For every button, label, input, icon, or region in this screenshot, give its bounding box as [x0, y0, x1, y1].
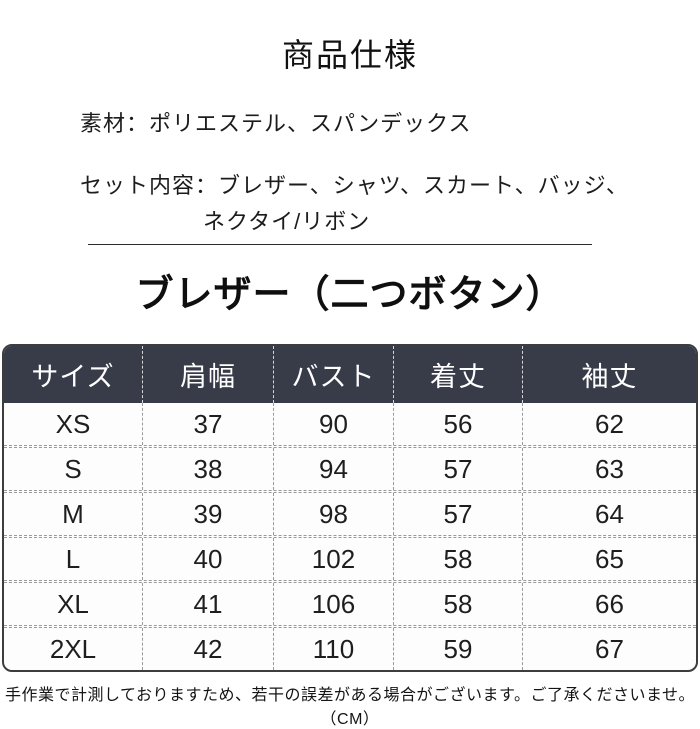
- cell-shoulder: 37: [142, 403, 273, 445]
- cell-bust: 90: [273, 403, 393, 445]
- cell-bust: 94: [273, 448, 393, 490]
- column-header-shoulder: 肩幅: [142, 346, 273, 403]
- cell-sleeve: 67: [522, 628, 696, 670]
- cell-shoulder: 38: [142, 448, 273, 490]
- table-row: 2XL 42 110 59 67: [4, 628, 696, 670]
- cell-sleeve: 62: [522, 403, 696, 445]
- table-row: L 40 102 58 65: [4, 538, 696, 580]
- cell-bust: 110: [273, 628, 393, 670]
- horizontal-divider: [88, 244, 592, 245]
- cell-length: 57: [393, 493, 522, 535]
- table-row: XL 41 106 58 66: [4, 583, 696, 625]
- row-separator: [4, 445, 696, 448]
- cell-bust: 98: [273, 493, 393, 535]
- cell-length: 57: [393, 448, 522, 490]
- table-row: M 39 98 57 64: [4, 493, 696, 535]
- column-header-size: サイズ: [31, 362, 115, 392]
- cell-length: 56: [393, 403, 522, 445]
- column-header-sleeve: 袖丈: [522, 346, 696, 403]
- cell-sleeve: 65: [522, 538, 696, 580]
- cell-shoulder: 41: [142, 583, 273, 625]
- cell-size: L: [65, 543, 81, 574]
- size-table-header-row: サイズ 肩幅 バスト 着丈 袖丈: [4, 346, 696, 403]
- set-contents-line-2: ネクタイ/リボン: [203, 209, 371, 234]
- cell-size: XS: [55, 408, 91, 439]
- cell-length: 58: [393, 538, 522, 580]
- cell-shoulder: 42: [142, 628, 273, 670]
- page-title: 商品仕様: [281, 37, 418, 73]
- row-separator: [4, 535, 696, 538]
- section-heading: ブレザー（二つボタン）: [135, 274, 565, 316]
- row-separator: [4, 580, 696, 583]
- set-contents-line-1: セット内容：ブレザー、シャツ、スカート、バッジ、: [80, 173, 629, 198]
- table-row: XS 37 90 56 62: [4, 403, 696, 445]
- material-line: 素材：ポリエステル、スパンデックス: [80, 111, 472, 136]
- row-separator: [4, 490, 696, 493]
- cell-size: S: [64, 453, 82, 484]
- row-separator: [4, 625, 696, 628]
- size-table: サイズ 肩幅 バスト 着丈 袖丈 XS 37 90 56 62 S 38 94 …: [2, 344, 698, 672]
- cell-size: XL: [57, 588, 89, 619]
- cell-sleeve: 66: [522, 583, 696, 625]
- column-header-bust: バスト: [273, 346, 393, 403]
- measurement-disclaimer: 手作業で計測しておりますため、若干の誤差がある場合がございます。ご了承くださいま…: [5, 687, 695, 728]
- cell-length: 59: [393, 628, 522, 670]
- cell-sleeve: 64: [522, 493, 696, 535]
- cell-bust: 106: [273, 583, 393, 625]
- cell-size: M: [62, 498, 84, 529]
- column-header-length: 着丈: [393, 346, 522, 403]
- cell-shoulder: 40: [142, 538, 273, 580]
- cell-sleeve: 63: [522, 448, 696, 490]
- cell-bust: 102: [273, 538, 393, 580]
- cell-length: 58: [393, 583, 522, 625]
- cell-shoulder: 39: [142, 493, 273, 535]
- table-row: S 38 94 57 63: [4, 448, 696, 490]
- cell-size: 2XL: [49, 633, 97, 664]
